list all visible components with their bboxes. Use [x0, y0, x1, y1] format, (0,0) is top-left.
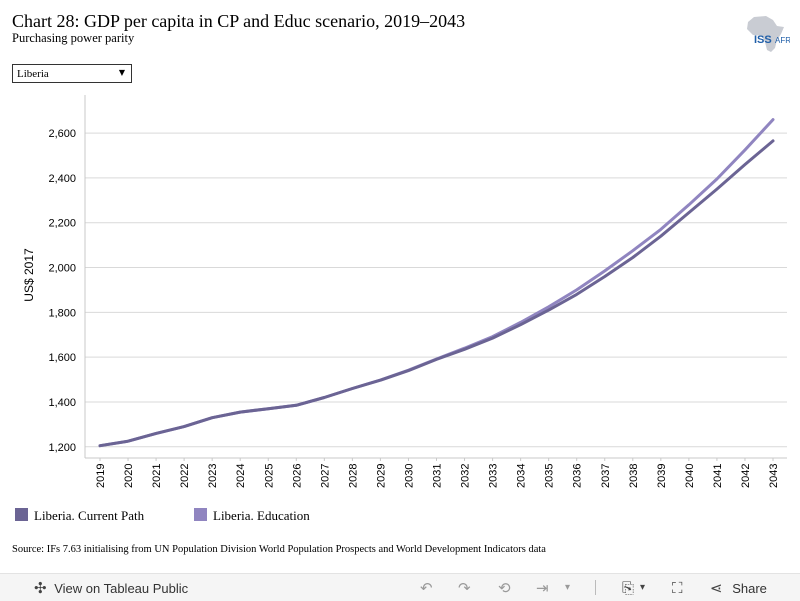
legend-item-education[interactable]: Liberia. Education	[194, 508, 310, 524]
x-tick-label: 2034	[516, 464, 528, 488]
x-tick-label: 2031	[432, 464, 444, 488]
fullscreen-icon[interactable]: ⛶	[672, 579, 683, 597]
series-line-current-path[interactable]	[98, 139, 775, 448]
chart-title: Chart 28: GDP per capita in CP and Educ …	[12, 11, 466, 31]
y-tick-label: 2,200	[48, 218, 76, 230]
line-chart: 1,200 1,400 1,600 1,800 2,000 2,200 2,400 2,600…	[22, 95, 787, 488]
legend-swatch-education	[194, 508, 207, 521]
x-tick-label: 2026	[291, 464, 303, 488]
x-tick-label: 2021	[151, 464, 163, 488]
x-tick-label: 2019	[95, 464, 107, 488]
x-tick-label: 2027	[319, 464, 331, 488]
download-menu-chevron-icon[interactable]: ▾	[640, 582, 646, 593]
tableau-icon: ✣	[34, 579, 47, 597]
logo-text: ISS	[754, 34, 772, 46]
view-on-tableau-link[interactable]: ✣ View on Tableau Public	[34, 579, 188, 597]
x-tick-label: 2036	[572, 464, 584, 488]
x-tick-label: 2025	[263, 464, 275, 488]
share-label: Share	[732, 581, 767, 596]
iss-africa-logo: ISS AFRICA	[747, 16, 790, 52]
y-tick-label: 2,400	[48, 173, 76, 185]
country-filter-dropdown[interactable]: Liberia ▼	[12, 64, 132, 83]
x-tick-label: 2030	[403, 464, 415, 488]
legend-label-current-path: Liberia. Current Path	[34, 508, 145, 523]
series-lines	[98, 118, 775, 448]
dropdown-selected-value: Liberia	[17, 68, 49, 80]
logo-suffix: AFRICA	[775, 36, 790, 45]
x-tick-label: 2022	[179, 464, 191, 488]
y-tick-label: 2,000	[48, 263, 76, 275]
chart-subtitle: Purchasing power parity	[12, 31, 135, 45]
x-tick-label: 2033	[488, 464, 500, 488]
toolbar-divider	[595, 580, 596, 595]
share-icon: ⋖	[710, 579, 723, 597]
x-tick-labels: 2019 2020 2021 2022 2023 2024 2025 2026 2027 2028…	[95, 458, 780, 488]
view-on-tableau-label: View on Tableau Public	[54, 581, 189, 596]
x-tick-label: 2041	[712, 464, 724, 488]
download-icon[interactable]: ⎘	[622, 579, 635, 597]
legend-item-current-path[interactable]: Liberia. Current Path	[15, 508, 144, 524]
x-tick-label: 2020	[123, 464, 135, 488]
x-tick-label: 2023	[207, 464, 219, 488]
y-tick-labels: 1,200 1,400 1,600 1,800 2,000 2,200 2,400 2,600	[48, 128, 76, 454]
redo-icon[interactable]: ↷	[458, 579, 471, 597]
x-tick-label: 2032	[460, 464, 472, 488]
undo-icon[interactable]: ↶	[420, 579, 433, 597]
x-tick-label: 2037	[600, 464, 612, 488]
source-note: Source: IFs 7.63 initialising from UN Po…	[12, 544, 546, 555]
y-tick-label: 1,600	[48, 352, 76, 364]
x-tick-label: 2028	[347, 464, 359, 488]
x-tick-label: 2024	[235, 464, 247, 488]
x-tick-label: 2035	[544, 464, 556, 488]
gridlines	[85, 132, 787, 448]
x-tick-label: 2029	[375, 464, 387, 488]
y-tick-label: 1,200	[48, 442, 76, 454]
x-tick-label: 2043	[768, 464, 780, 488]
x-tick-label: 2038	[628, 464, 640, 488]
y-tick-label: 2,600	[48, 128, 76, 140]
legend-swatch-current-path	[15, 508, 28, 521]
x-tick-label: 2042	[740, 464, 752, 488]
legend-label-education: Liberia. Education	[213, 508, 310, 523]
tableau-toolbar: ✣ View on Tableau Public ↶ ↷ ⟲ ⇥ ▾ ⎘ ▾ ⛶…	[0, 573, 800, 601]
x-tick-label: 2039	[656, 464, 668, 488]
revert-icon[interactable]: ⟲	[498, 579, 511, 597]
y-tick-label: 1,800	[48, 307, 76, 319]
chevron-down-icon: ▼	[118, 68, 125, 77]
refresh-icon[interactable]: ⇥	[536, 579, 549, 597]
series-line-education[interactable]	[98, 118, 775, 448]
y-axis-label: US$ 2017	[22, 248, 36, 302]
refresh-menu-chevron-icon[interactable]: ▾	[565, 582, 571, 593]
y-tick-label: 1,400	[48, 397, 76, 409]
share-button[interactable]: ⋖ Share	[710, 579, 767, 597]
x-tick-label: 2040	[684, 464, 696, 488]
